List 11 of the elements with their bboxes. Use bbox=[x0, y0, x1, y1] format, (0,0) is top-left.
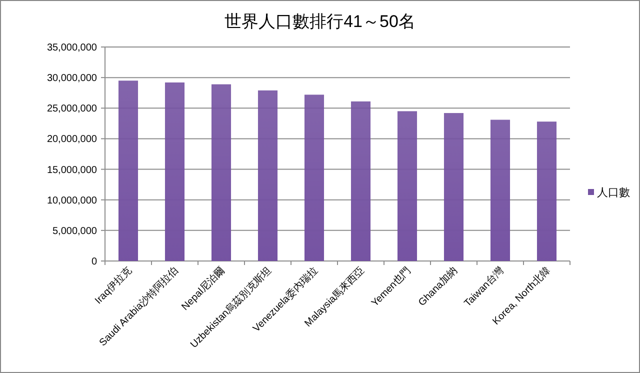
title: 世界人口數排行41～50名 bbox=[224, 12, 416, 31]
ytick: 10,000,000 bbox=[46, 195, 97, 206]
ytick: 20,000,000 bbox=[46, 134, 97, 146]
ytick: 5,000,000 bbox=[52, 226, 97, 237]
xtick: Iraq伊拉克 bbox=[93, 265, 134, 307]
ytick: 30,000,000 bbox=[46, 73, 97, 84]
ytick: 35,000,000 bbox=[46, 42, 97, 54]
ytick: 25,000,000 bbox=[46, 104, 97, 115]
ytick: 0 bbox=[91, 256, 97, 268]
legend: 人口數 bbox=[597, 187, 630, 199]
ytick: 15,000,000 bbox=[46, 164, 97, 176]
